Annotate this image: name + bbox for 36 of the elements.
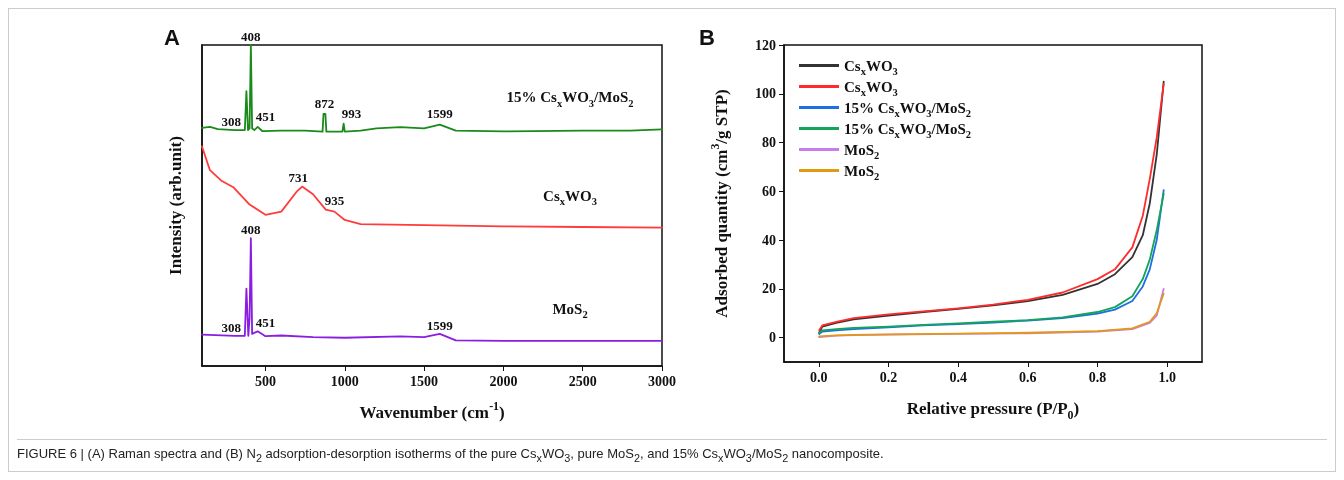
- y-tick-label: 40: [762, 232, 776, 248]
- annotation: 451: [255, 314, 276, 330]
- x-tick-label: 2500: [568, 373, 597, 389]
- y-tick-label: 80: [762, 135, 776, 151]
- y-tick-label: 120: [755, 37, 776, 53]
- x-tick-label: 2000: [489, 373, 518, 389]
- y-tick-label: 60: [762, 183, 776, 199]
- y-axis-title: Intensity (arb.unit): [166, 136, 185, 275]
- annotation: 308: [221, 114, 242, 130]
- x-tick-label: 1000: [330, 373, 359, 389]
- x-tick-label: 0.2: [879, 369, 898, 385]
- x-tick-label: 0.0: [810, 369, 828, 385]
- annotation: 408: [241, 29, 262, 44]
- y-tick-label: 100: [755, 86, 776, 102]
- text: FIGURE 6 | (A) Raman spectra and (B) N$_{2}$ adsorption-desorption isotherms of the pure Cs$_{x}$WO$_{3}$, pure MoS$_{2}$, and 15% Cs$_{x}$WO$_{3}$/MoS$_{2}$ nanocomposite.: [17, 446, 884, 464]
- x-tick-label: 0.8: [1088, 369, 1107, 385]
- annotation: 993: [341, 106, 362, 122]
- x-tick-label: 0.6: [1019, 369, 1037, 385]
- annotation: 935: [324, 192, 345, 208]
- annotation: 408: [241, 221, 262, 237]
- chart-title: A: [164, 24, 180, 50]
- x-tick-label: 0.4: [949, 369, 967, 385]
- x-tick-label: 1500: [410, 373, 439, 389]
- chart-title: B: [699, 24, 715, 50]
- annotation: 451: [255, 109, 276, 125]
- annotation: 308: [221, 319, 242, 335]
- y-tick-label: 20: [762, 281, 776, 297]
- annotation: 872: [314, 96, 335, 112]
- annotation: 731: [288, 170, 309, 186]
- y-axis-title: Adsorbed quantity (cm3/g STP): [708, 89, 731, 318]
- x-tick-label: 1.0: [1158, 369, 1176, 385]
- x-tick-label: 500: [254, 373, 276, 389]
- annotation: 1599: [426, 317, 454, 333]
- y-tick-label: 0: [769, 330, 776, 346]
- annotation: 1599: [426, 106, 454, 122]
- x-tick-label: 3000: [648, 373, 676, 389]
